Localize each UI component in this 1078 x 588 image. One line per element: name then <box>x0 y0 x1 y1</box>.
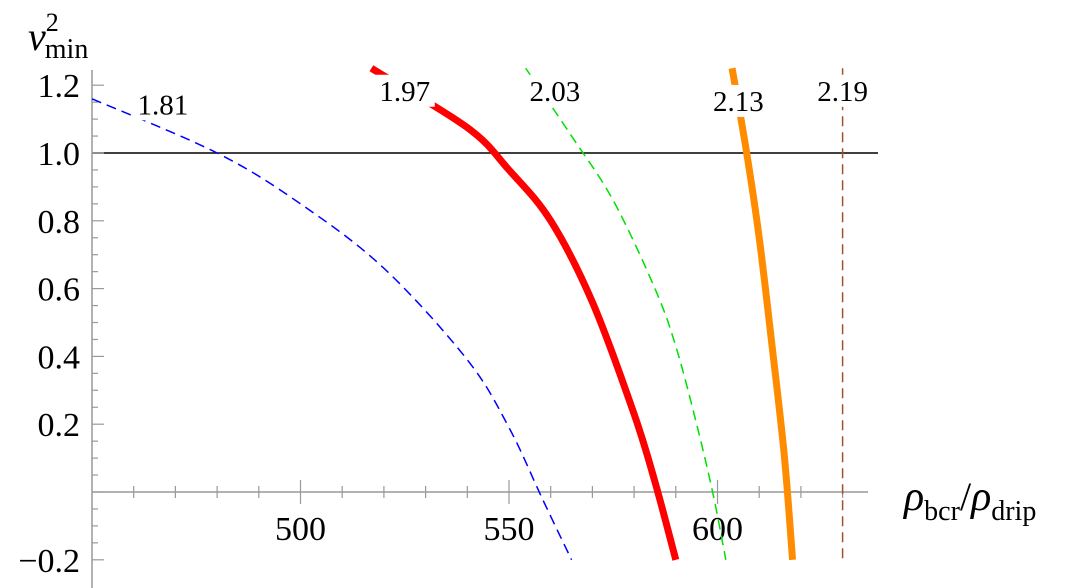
curve-label: 1.81 <box>138 89 189 121</box>
curve-label-background <box>708 84 769 117</box>
curve-label-background <box>374 74 435 107</box>
y-tick-label: 0.6 <box>38 272 81 309</box>
curve-labels: 1.81 1.97 2.03 2.13 2.19 <box>132 74 873 121</box>
y-tick-label: 0.2 <box>38 407 81 444</box>
x-axis-title-sep: / <box>960 474 972 519</box>
curve-label: 2.03 <box>529 76 580 108</box>
x-axis-title-rho2: ρ <box>969 474 991 520</box>
series-curve-1-97 <box>369 65 680 561</box>
y-axis-title-base: v <box>28 14 46 59</box>
series-curve-1-81 <box>91 98 573 561</box>
x-axis-title-sub2: drip <box>991 496 1036 527</box>
series-layer <box>91 65 844 561</box>
axes <box>91 70 868 588</box>
curve-label-background <box>524 74 585 107</box>
x-tick-label: 500 <box>275 511 326 548</box>
series-curve-2-13 <box>728 67 797 561</box>
y-tick-label: 1.2 <box>38 68 81 105</box>
x-axis-title-rho1: ρ <box>902 474 924 520</box>
y-axis-title-sup: 2 <box>46 8 59 37</box>
ticks: 500 550 600 −0.2 0.2 0.4 0.6 0.8 1.0 1.2 <box>18 68 844 580</box>
y-tick-label: 1.0 <box>38 136 81 173</box>
curve-label-background <box>132 88 193 121</box>
curve-label-background <box>812 74 873 107</box>
x-tick-label: 550 <box>484 511 535 548</box>
x-axis-title: ρbcr/ρdrip <box>902 474 1036 527</box>
y-axis-title: v2 min <box>28 8 88 65</box>
y-tick-label: 0.8 <box>38 204 81 241</box>
curve-label: 2.19 <box>817 76 868 108</box>
curve-label: 2.13 <box>713 86 764 118</box>
y-axis-title-sub: min <box>45 34 89 65</box>
series-curve-2-03 <box>525 67 727 560</box>
x-axis-title-sub1: bcr <box>924 496 960 527</box>
y-tick-label: −0.2 <box>18 543 80 580</box>
x-tick-label: 600 <box>692 511 743 548</box>
y-tick-label: 0.4 <box>38 339 81 376</box>
curve-label: 1.97 <box>379 76 430 108</box>
